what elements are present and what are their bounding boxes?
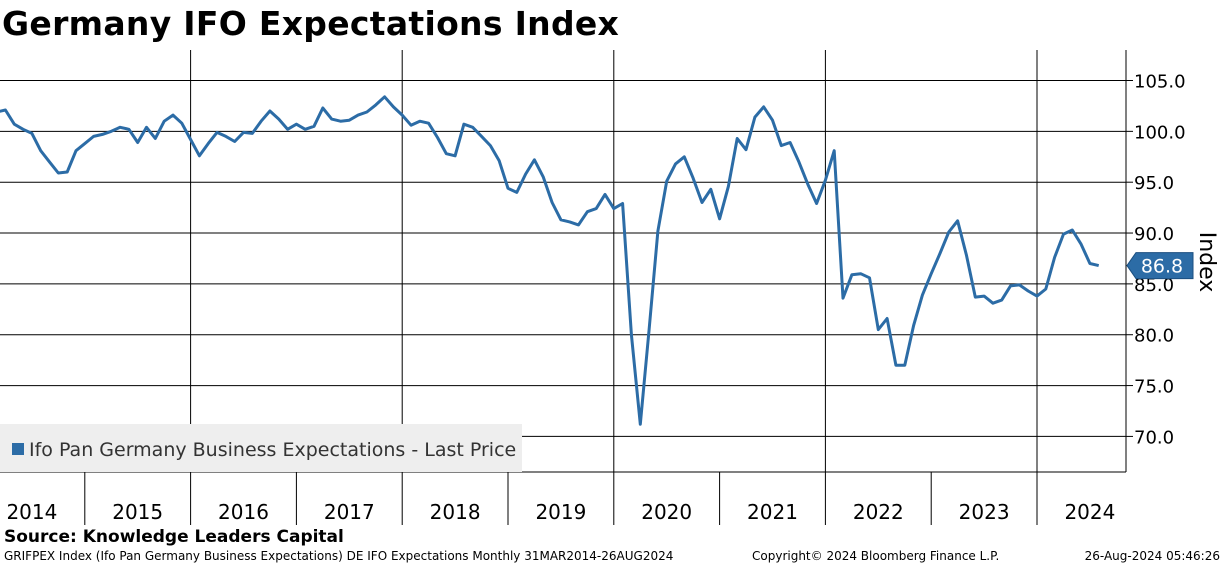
last-value-tag-shape <box>1126 252 1194 280</box>
x-tick-label: 2017 <box>324 500 375 524</box>
y-tick-labels: 70.0 75.0 80.0 85.0 90.0 95.0 100.0 105.0 <box>1126 72 1186 448</box>
x-tick-label: 2014 <box>6 500 57 524</box>
x-tick-label: 2022 <box>853 500 904 524</box>
x-tick-label: 2015 <box>112 500 163 524</box>
x-tick-label: 2024 <box>1064 500 1115 524</box>
footer-ticker-description: GRIFPEX Index (Ifo Pan Germany Business … <box>4 549 674 563</box>
y-tick-label: 80.0 <box>1134 326 1174 347</box>
y-tick-label: 70.0 <box>1134 427 1174 448</box>
last-value-label: 86.8 <box>1141 256 1183 278</box>
source-note: Source: Knowledge Leaders Capital <box>4 527 344 547</box>
footer-timestamp: 26-Aug-2024 05:46:26 <box>1084 549 1220 563</box>
y-tick-label: 95.0 <box>1134 173 1174 194</box>
x-tick-label: 2021 <box>747 500 798 524</box>
y-axis-label: Index <box>1194 232 1219 293</box>
y-tick-label: 100.0 <box>1134 122 1186 143</box>
x-axis: 2014 2015 2016 2017 2018 2019 2020 2021 2022 2023… <box>0 471 1126 525</box>
legend-background <box>0 424 522 472</box>
series-line-ifo-expectations <box>0 95 1100 426</box>
y-tick-label: 75.0 <box>1134 377 1174 398</box>
x-tick-label: 2023 <box>959 500 1010 524</box>
data-points <box>5 96 1099 425</box>
last-value-tag: 86.8 <box>1126 252 1194 280</box>
y-tick-label: 90.0 <box>1134 224 1174 245</box>
x-tick-label: 2019 <box>535 500 586 524</box>
legend: Ifo Pan Germany Business Expectations - … <box>0 424 522 472</box>
legend-label: Ifo Pan Germany Business Expectations - … <box>29 439 516 461</box>
y-gridlines <box>0 80 1126 437</box>
x-tick-label: 2018 <box>430 500 481 524</box>
legend-swatch <box>12 443 24 455</box>
footer-copyright: Copyright© 2024 Bloomberg Finance L.P. <box>752 549 1000 563</box>
y-tick-label: 105.0 <box>1134 72 1186 93</box>
x-tick-label: 2020 <box>641 500 692 524</box>
x-tick-label: 2016 <box>218 500 269 524</box>
page-title: Germany IFO Expectations Index <box>2 4 620 43</box>
y-tick-label: 85.0 <box>1134 275 1174 296</box>
